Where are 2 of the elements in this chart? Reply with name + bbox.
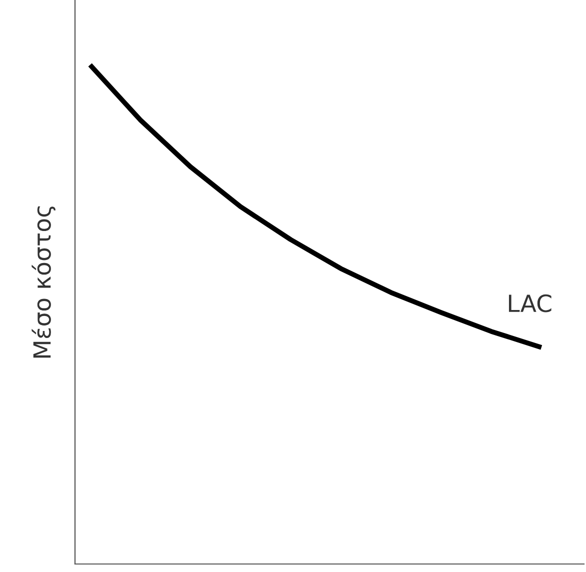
y-axis-title: Μέσο κόστος <box>32 206 56 358</box>
annotation: LAC <box>508 294 552 312</box>
